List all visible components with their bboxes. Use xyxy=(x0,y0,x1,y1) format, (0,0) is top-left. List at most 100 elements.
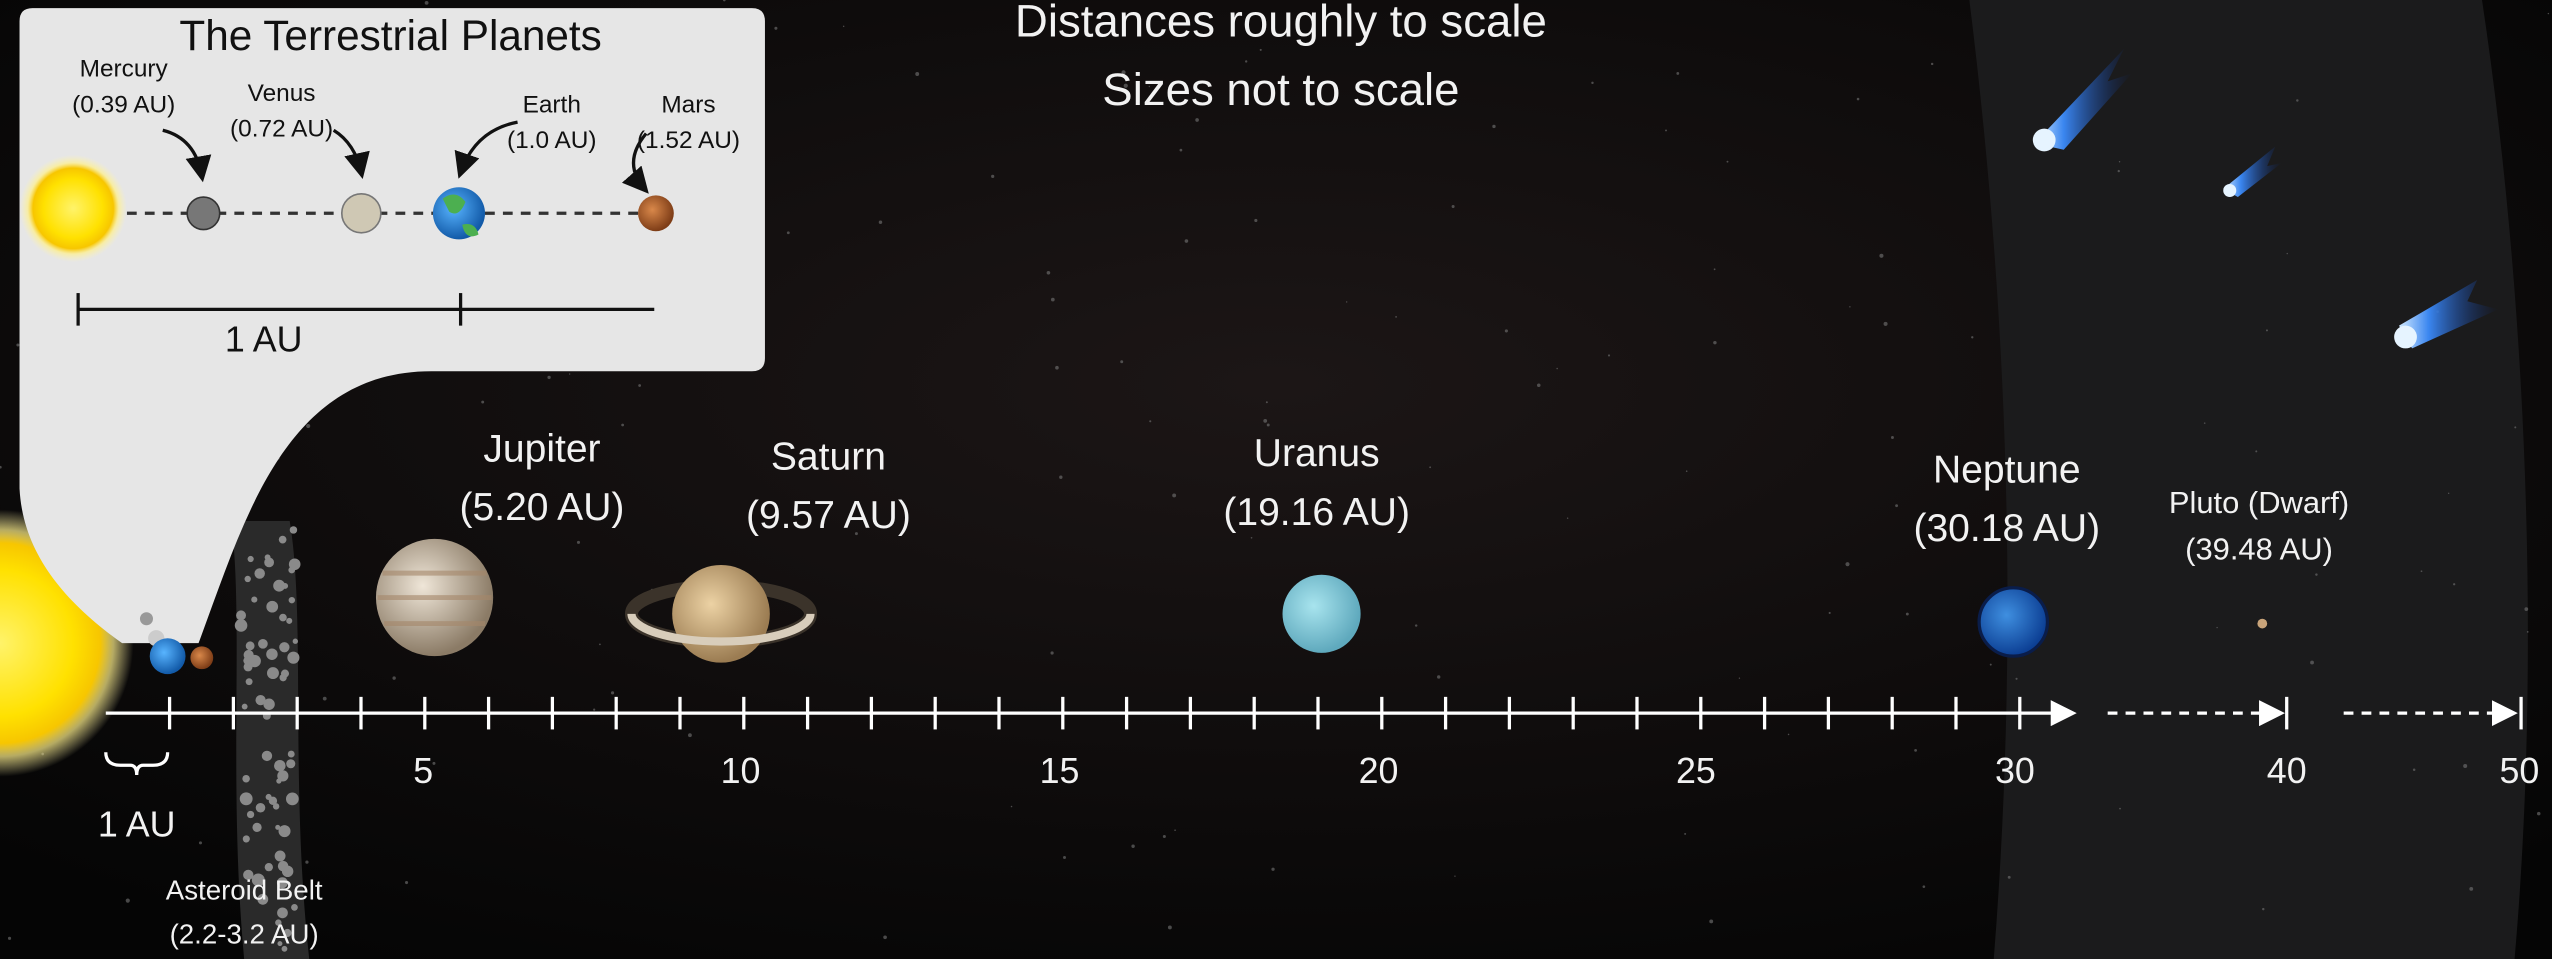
star xyxy=(2315,573,2317,575)
asteroid xyxy=(287,652,299,664)
star xyxy=(638,384,641,387)
star xyxy=(1990,664,1992,666)
star xyxy=(1251,537,1253,539)
inset-venus xyxy=(342,194,381,233)
pluto xyxy=(2257,619,2267,629)
star xyxy=(599,644,601,646)
star xyxy=(2514,426,2516,428)
asteroid xyxy=(242,704,248,710)
star xyxy=(1271,868,1274,871)
star xyxy=(1849,306,1850,307)
star xyxy=(1537,384,1541,388)
star xyxy=(1454,876,1455,877)
axis-tick-label: 30 xyxy=(1995,751,2035,791)
asteroid xyxy=(246,678,253,685)
star xyxy=(2216,627,2217,628)
star xyxy=(2119,808,2121,810)
star xyxy=(1727,161,1729,163)
star xyxy=(1857,98,1860,101)
planet-distance: (5.20 AU) xyxy=(460,486,625,529)
star xyxy=(2118,170,2120,172)
star xyxy=(2255,450,2257,452)
star xyxy=(1059,476,1062,479)
star xyxy=(1914,749,1917,752)
asteroid xyxy=(275,851,286,862)
axis-tick-label: 15 xyxy=(1040,751,1080,791)
asteroid xyxy=(273,580,285,592)
star xyxy=(1505,329,1508,332)
asteroid-belt-label: Asteroid Belt xyxy=(166,875,323,906)
asteroid xyxy=(265,554,271,560)
inset-sun xyxy=(20,155,127,262)
star xyxy=(2262,908,2264,910)
star xyxy=(1163,835,1166,838)
star xyxy=(2524,607,2528,611)
asteroid xyxy=(290,526,297,533)
star xyxy=(1149,420,1151,422)
star xyxy=(1676,72,1679,75)
star xyxy=(774,27,777,30)
header-line: Sizes not to scale xyxy=(1102,64,1459,115)
inset-planet-name: Mercury xyxy=(80,55,169,82)
star xyxy=(2469,887,2473,891)
asteroid xyxy=(262,751,272,761)
asteroid xyxy=(236,610,246,620)
star xyxy=(2015,678,2017,680)
asteroid xyxy=(276,778,281,783)
star xyxy=(1971,336,1973,338)
inset-planet-name: Mars xyxy=(661,91,715,118)
star xyxy=(991,175,994,178)
star xyxy=(2527,631,2529,633)
asteroid xyxy=(248,556,254,562)
star xyxy=(1891,436,1894,439)
asteroid xyxy=(269,650,275,656)
asteroid xyxy=(247,811,254,818)
star xyxy=(1788,734,1790,736)
star xyxy=(2463,764,2467,768)
star xyxy=(1906,613,1909,616)
star xyxy=(1254,219,1257,222)
star xyxy=(1051,298,1055,302)
inset-mercury xyxy=(187,197,220,230)
star xyxy=(1739,678,1740,679)
star xyxy=(1415,624,1417,626)
star xyxy=(1845,562,1849,566)
planet-name: Saturn xyxy=(771,435,886,478)
star xyxy=(1168,925,1172,929)
star xyxy=(1263,419,1267,423)
asteroid xyxy=(263,699,274,710)
star xyxy=(2008,876,2011,879)
asteroid xyxy=(254,568,264,578)
star xyxy=(915,72,919,76)
star xyxy=(1267,423,1270,426)
inset-planet-distance: (0.39 AU) xyxy=(72,91,175,118)
star xyxy=(879,221,882,224)
inset-title: The Terrestrial Planets xyxy=(179,12,601,59)
asteroid xyxy=(245,576,251,582)
star xyxy=(323,697,327,701)
star xyxy=(1556,368,1558,370)
asteroid xyxy=(258,639,268,649)
star xyxy=(611,691,614,694)
asteroid xyxy=(286,793,299,806)
star xyxy=(1931,63,1933,65)
asteroid xyxy=(277,907,288,918)
planet-name: Uranus xyxy=(1254,432,1380,475)
star xyxy=(1895,504,1898,507)
star xyxy=(1174,829,1176,831)
star xyxy=(2310,661,2314,665)
star xyxy=(2287,253,2288,254)
star xyxy=(1047,271,1051,275)
star xyxy=(1131,845,1134,848)
star xyxy=(577,541,580,544)
star xyxy=(1686,470,1688,472)
planet-name: Jupiter xyxy=(483,427,600,470)
star xyxy=(405,881,408,884)
planet-distance: (9.57 AU) xyxy=(746,494,911,537)
star xyxy=(1684,833,1686,835)
asteroid xyxy=(243,835,250,842)
star xyxy=(1879,254,1883,258)
star xyxy=(1713,341,1716,344)
asteroid xyxy=(278,861,289,872)
star xyxy=(547,376,550,379)
